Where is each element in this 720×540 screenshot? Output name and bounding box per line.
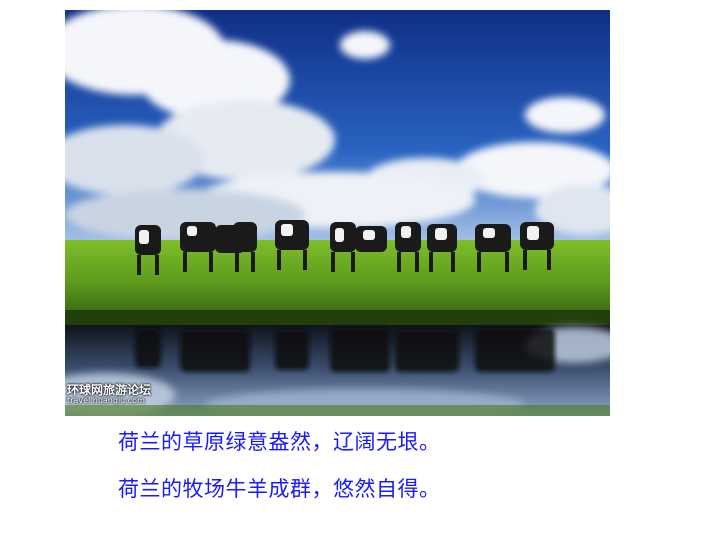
caption-line-1: 荷兰的草原绿意盎然，辽阔无垠。 (118, 430, 441, 454)
clouds (65, 10, 610, 241)
caption-line-2: 荷兰的牧场牛羊成群，悠然自得。 (118, 477, 441, 501)
riverbank (65, 310, 610, 325)
pasture-photo: 环球网旅游论坛 travel.huanqiu.com (65, 10, 610, 416)
cow-reflections (135, 328, 555, 372)
photo-watermark: 环球网旅游论坛 travel.huanqiu.com (67, 384, 151, 405)
watermark-url: travel.huanqiu.com (67, 396, 145, 405)
watermark-site-name: 环球网旅游论坛 (67, 383, 152, 397)
herd-of-cows (135, 220, 554, 275)
pasture-photo-illustration (65, 10, 610, 416)
